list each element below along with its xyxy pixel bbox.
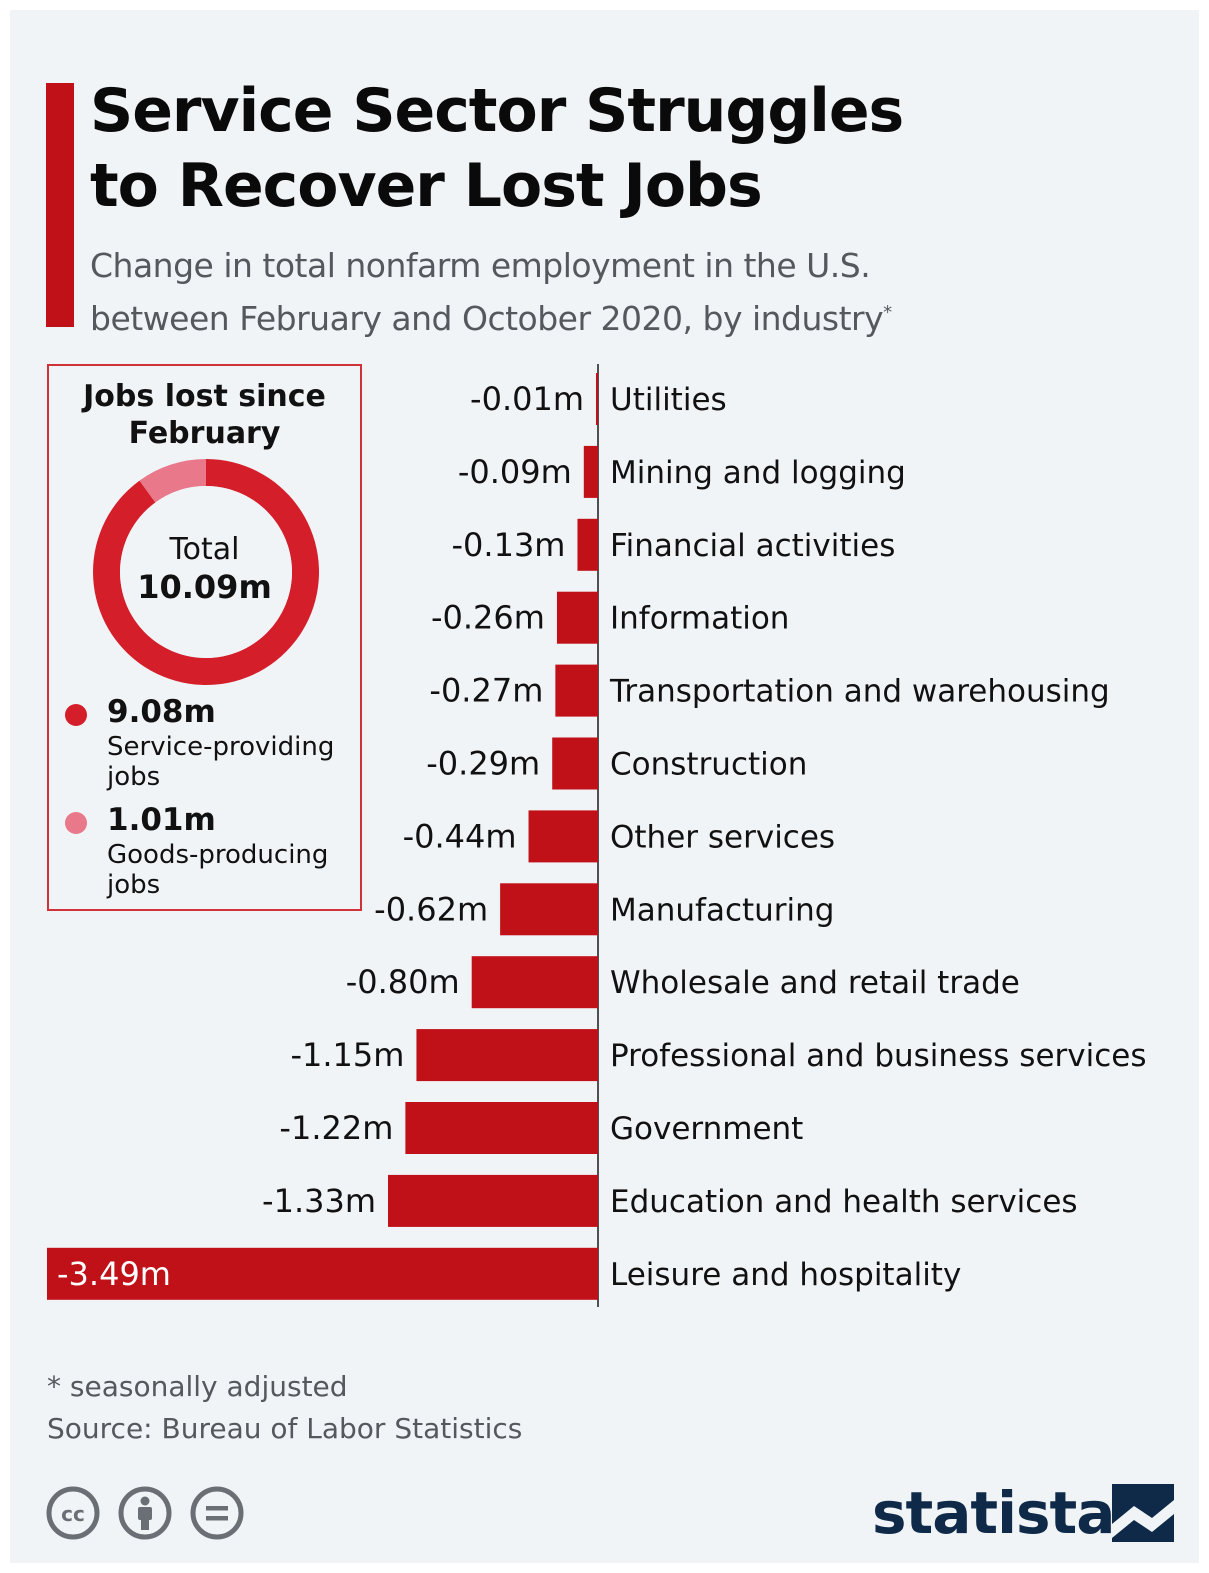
bar-value-label: -0.26m: [431, 599, 545, 637]
bar-value-label: -0.80m: [346, 963, 460, 1001]
bar-value-label: -0.29m: [426, 745, 540, 783]
category-label: Leisure and hospitality: [610, 1257, 961, 1293]
bar: [528, 810, 598, 863]
bar-value-label: -0.01m: [470, 380, 584, 418]
donut-total-value: 10.09m: [137, 568, 272, 606]
category-label: Government: [610, 1111, 803, 1147]
title-line-1: Service Sector Struggles: [90, 76, 904, 146]
jobs-lost-donut-panel: Jobs lost since February Total 10.09m 9.…: [47, 364, 362, 911]
category-label: Construction: [610, 747, 807, 783]
statista-mark-icon: [1112, 1484, 1174, 1542]
subtitle-line-1: Change in total nonfarm employment in th…: [90, 246, 871, 285]
bar-value-label: -3.49m: [57, 1255, 171, 1293]
donut-total-label: Total: [169, 532, 240, 567]
category-label: Financial activities: [610, 528, 895, 564]
category-label: Mining and logging: [610, 455, 906, 491]
bar: [416, 1029, 598, 1082]
category-label: Professional and business services: [610, 1038, 1147, 1074]
source-note: Source: Bureau of Labor Statistics: [47, 1412, 523, 1445]
service-legend-label-line-2: jobs: [107, 762, 161, 792]
service-legend-dot: [65, 704, 87, 726]
category-label: Wholesale and retail trade: [610, 965, 1020, 1001]
title-accent-bar: [46, 83, 74, 327]
goods-legend-dot: [65, 812, 87, 834]
category-label: Utilities: [610, 382, 727, 418]
subtitle-footnote-marker: *: [883, 302, 892, 323]
chart-subtitle: Change in total nonfarm employment in th…: [90, 242, 1170, 342]
donut-title-line-2: February: [128, 416, 281, 451]
goods-legend-label-line-2: jobs: [107, 870, 161, 900]
category-label: Information: [610, 601, 789, 637]
goods-legend-label: Goods-producing jobs: [107, 840, 357, 900]
bar: [555, 664, 598, 717]
bar: [596, 373, 598, 425]
title-line-2: to Recover Lost Jobs: [90, 151, 763, 221]
donut-title-line-1: Jobs lost since: [83, 379, 326, 414]
bar: [556, 591, 598, 644]
chart-title: Service Sector Struggles to Recover Lost…: [90, 74, 1150, 224]
bar-value-label: -0.09m: [458, 453, 572, 491]
cc-icon: cc: [46, 1486, 100, 1540]
donut-hole: [120, 486, 292, 658]
attribution-icon: [118, 1486, 172, 1540]
service-legend-label-line-1: Service-providing: [107, 732, 335, 762]
bar: [405, 1102, 598, 1154]
bar-value-label: -0.44m: [403, 817, 517, 855]
donut-title: Jobs lost since February: [49, 378, 360, 452]
bar: [500, 883, 598, 936]
bar-value-label: -0.13m: [452, 526, 566, 564]
footnote: * seasonally adjusted: [47, 1370, 348, 1403]
svg-text:cc: cc: [61, 1502, 85, 1526]
bar-value-label: -0.62m: [374, 890, 488, 928]
service-legend-value: 9.08m: [107, 694, 216, 730]
bar-value-label: -1.33m: [262, 1182, 376, 1220]
category-label: Other services: [610, 819, 835, 855]
bar: [583, 445, 598, 498]
bar: [577, 518, 598, 571]
bar: [552, 737, 598, 790]
bar-value-label: -0.27m: [429, 672, 543, 710]
bar-value-label: -1.22m: [279, 1109, 393, 1147]
goods-legend-label-line-1: Goods-producing: [107, 840, 329, 870]
goods-legend-value: 1.01m: [107, 802, 216, 838]
category-label: Education and health services: [610, 1184, 1078, 1220]
bar: [388, 1174, 598, 1227]
category-label: Manufacturing: [610, 892, 834, 928]
donut-segment: [139, 459, 206, 503]
no-derivatives-icon: [190, 1486, 244, 1540]
statista-logo[interactable]: statista: [872, 1478, 1182, 1548]
service-legend-label: Service-providing jobs: [107, 732, 357, 792]
bar-value-label: -1.15m: [290, 1036, 404, 1074]
category-label: Transportation and warehousing: [609, 674, 1110, 710]
infographic-card: [10, 10, 1199, 1563]
bar: [471, 956, 598, 1009]
bar: [47, 1247, 598, 1300]
donut-chart: [92, 459, 319, 685]
subtitle-line-2: between February and October 2020, by in…: [90, 299, 884, 338]
statista-wordmark: statista: [872, 1479, 1115, 1547]
